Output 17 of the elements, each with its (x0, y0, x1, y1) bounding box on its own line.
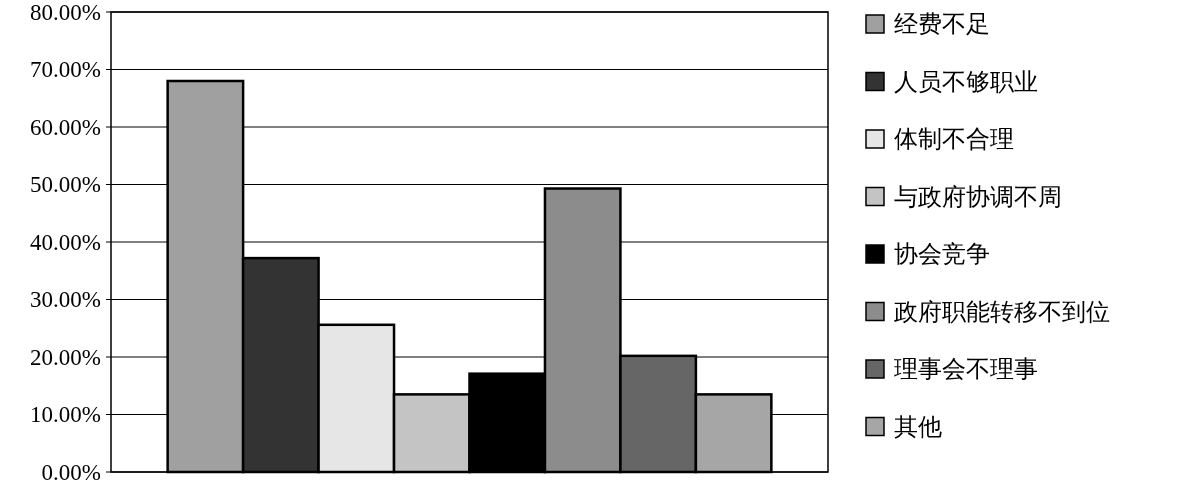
legend-label: 与政府协调不周 (894, 183, 1062, 210)
y-tick-label: 80.00% (30, 0, 101, 25)
legend-label: 理事会不理事 (894, 356, 1038, 382)
y-tick-label: 70.00% (30, 57, 101, 82)
y-tick-label: 60.00% (30, 114, 101, 140)
y-tick-label: 0.00% (41, 459, 101, 485)
y-tick-label: 20.00% (30, 344, 101, 370)
legend-label: 经费不足 (894, 11, 990, 37)
legend-label: 体制不合理 (894, 126, 1014, 152)
y-tick-label: 50.00% (30, 172, 101, 197)
y-tick-label: 40.00% (30, 229, 101, 255)
y-tick-label: 10.00% (30, 402, 101, 427)
legend-label: 人员不够职业 (894, 68, 1038, 95)
y-tick-label: 30.00% (30, 287, 101, 312)
legend-label: 协会竞争 (894, 241, 990, 267)
legend-label: 其他 (894, 413, 942, 440)
legend-label: 政府职能转移不到位 (894, 298, 1110, 325)
